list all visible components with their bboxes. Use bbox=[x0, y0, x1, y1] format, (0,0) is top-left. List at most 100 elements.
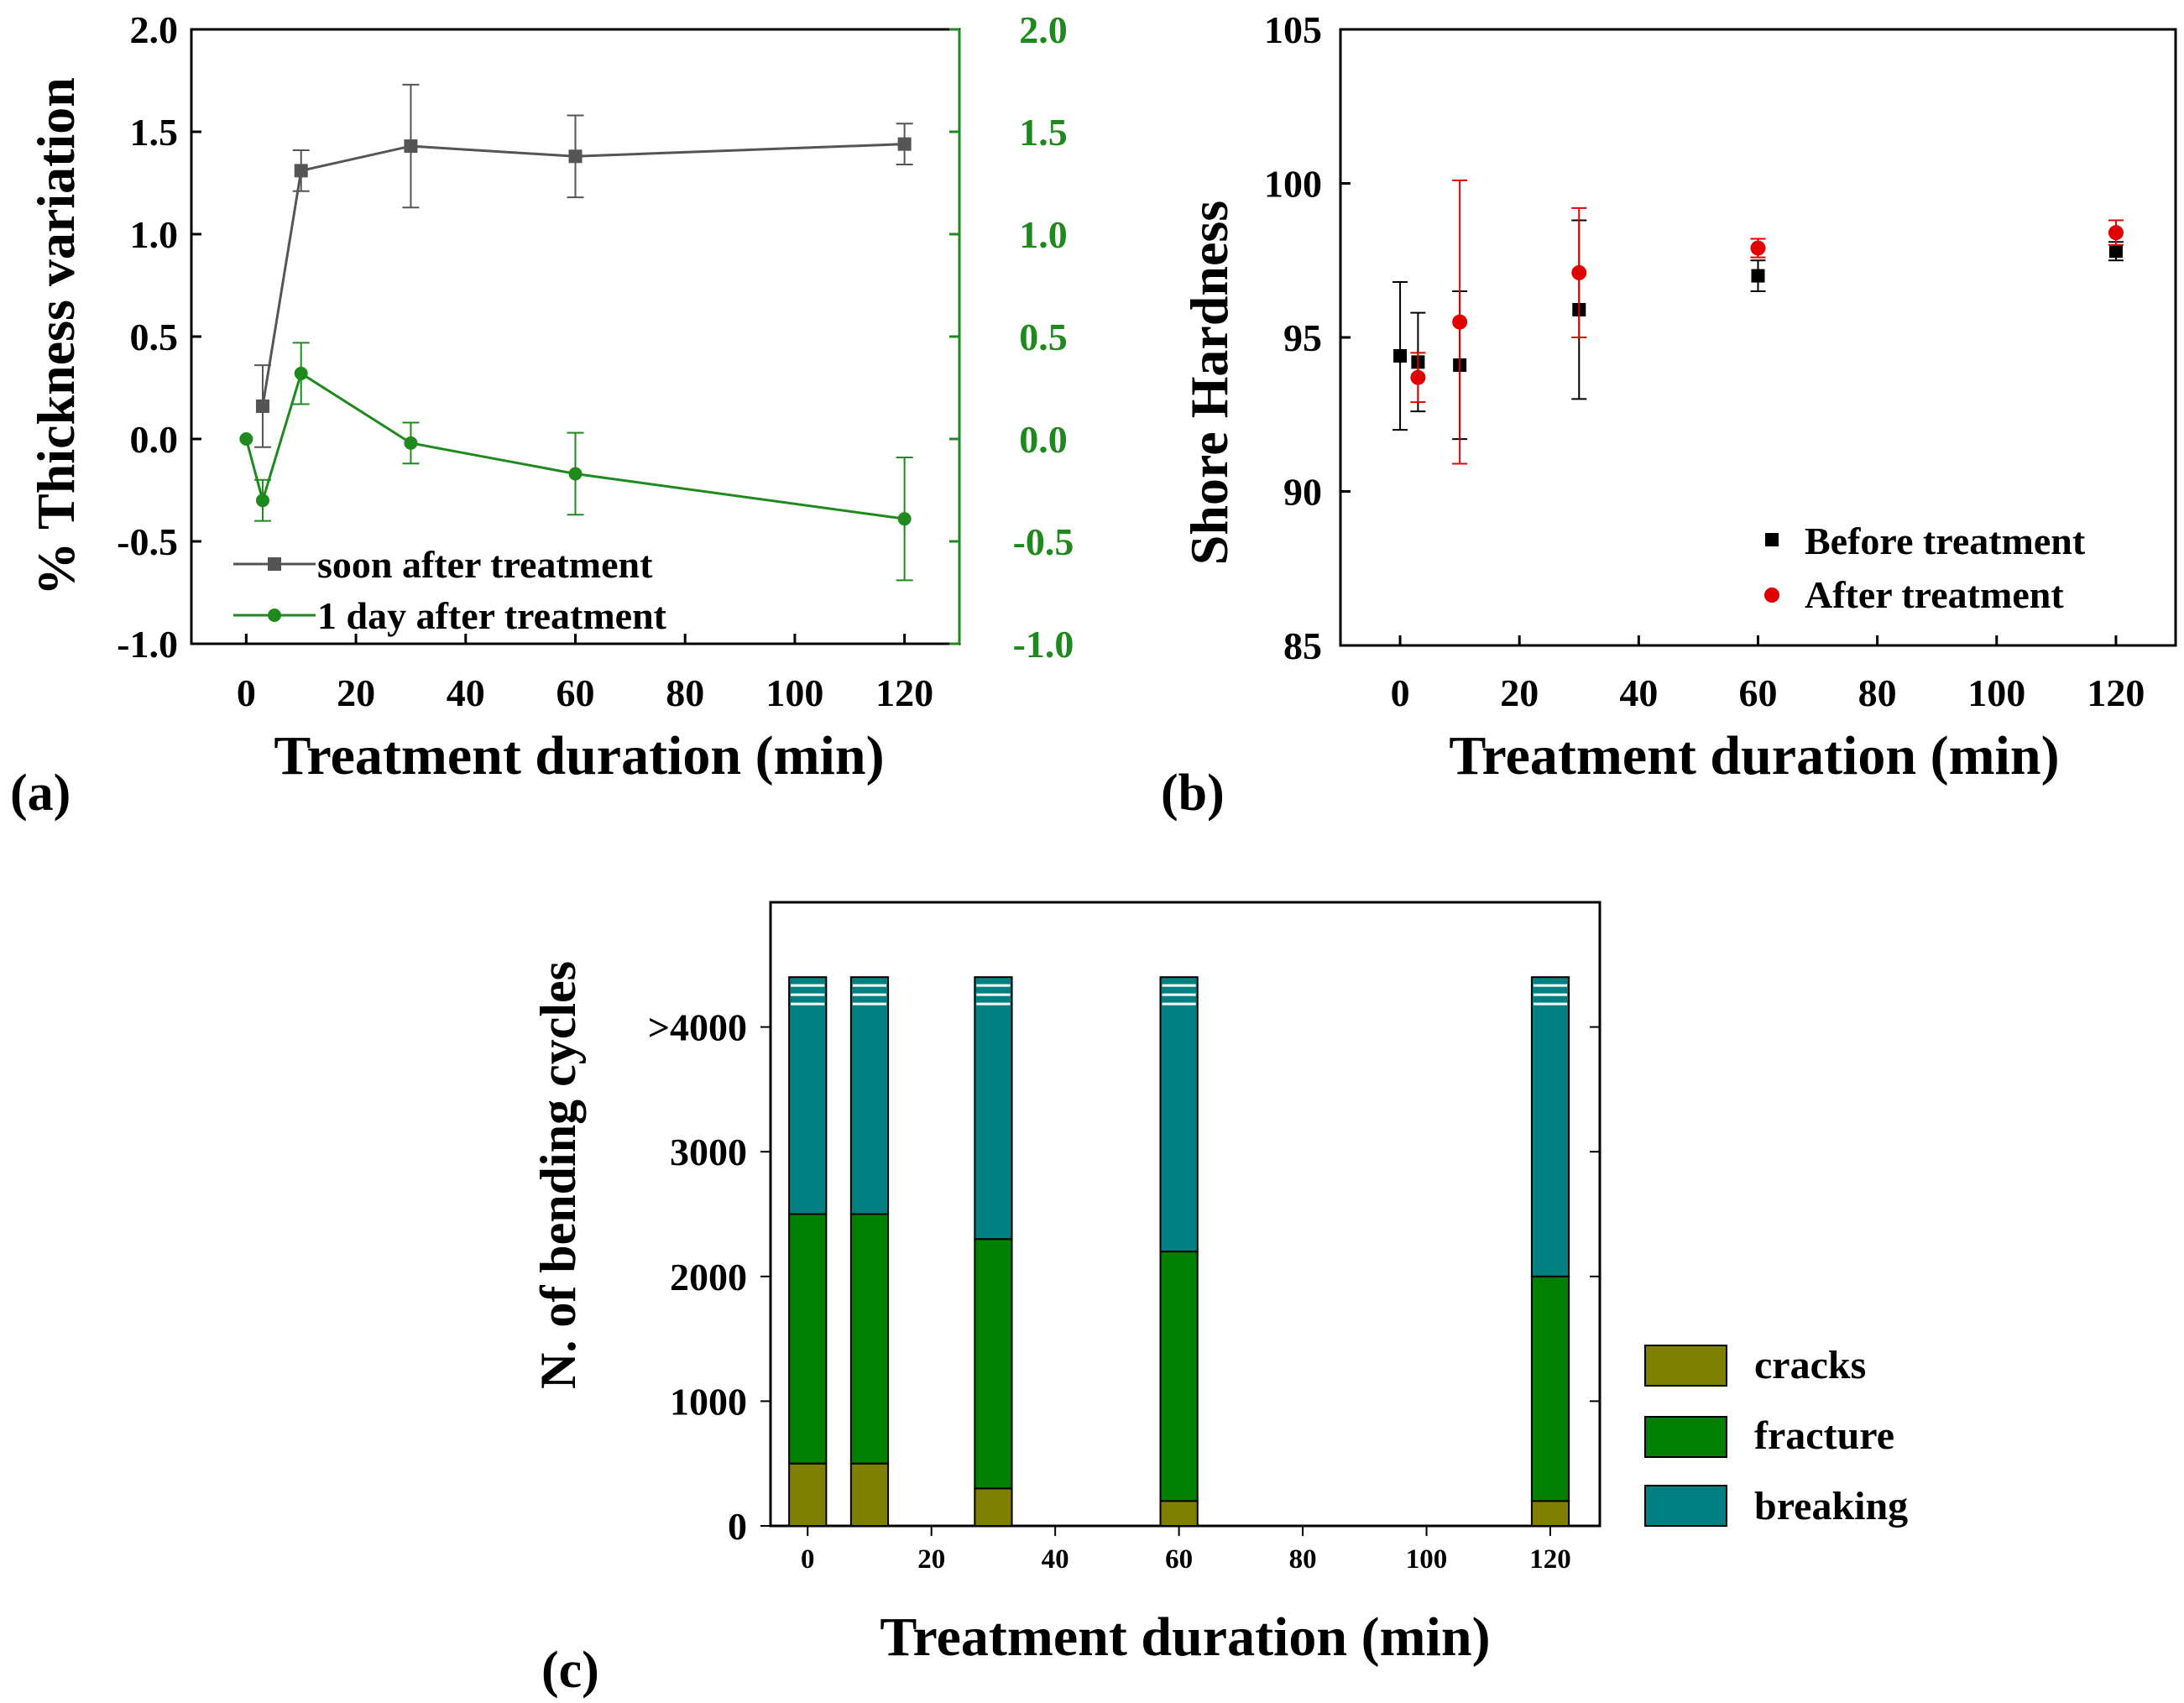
legend-breaking-label: breaking bbox=[1754, 1484, 1908, 1528]
panel-c-y-label: N. of bending cycles bbox=[530, 961, 586, 1389]
panel-c-y-ticks: 0 1000 2000 3000 >4000 bbox=[648, 1006, 1600, 1548]
data-point bbox=[1750, 240, 1766, 256]
legend-soon-label: soon after treatment bbox=[317, 543, 653, 586]
y-tick-label: 85 bbox=[1283, 624, 1322, 667]
y-tick-label: 1000 bbox=[670, 1380, 747, 1423]
y-tick-label: 105 bbox=[1264, 8, 1322, 51]
panel-c: 0 20 40 60 80 100 120 0 1000 2000 3000 >4000 Treat… bbox=[530, 901, 1908, 1699]
x-tick-label: 60 bbox=[556, 671, 595, 714]
y-right-tick-label: 1.0 bbox=[1019, 213, 1068, 256]
y-right-tick-label: 0.5 bbox=[1019, 316, 1068, 358]
legend-fracture-label: fracture bbox=[1754, 1413, 1894, 1458]
x-tick-label: 80 bbox=[1858, 671, 1897, 714]
bar-segment-fracture bbox=[849, 1213, 890, 1465]
data-point bbox=[2108, 225, 2124, 241]
data-point bbox=[239, 432, 253, 446]
data-point bbox=[404, 139, 418, 154]
bar-segment-breaking bbox=[974, 976, 1013, 1241]
panel-b-series bbox=[1392, 179, 2124, 465]
panel-a-tag: (a) bbox=[10, 765, 71, 822]
data-point bbox=[568, 467, 583, 481]
legend-1day-label: 1 day after treatment bbox=[317, 594, 667, 637]
x-tick-label: 60 bbox=[1739, 671, 1778, 714]
legend-cracks-label: cracks bbox=[1754, 1343, 1866, 1387]
data-point bbox=[294, 366, 308, 380]
bar-segment-breaking bbox=[1159, 976, 1199, 1253]
y-tick-label: 0.0 bbox=[130, 418, 179, 461]
data-point bbox=[568, 149, 583, 164]
panel-a-y-label: % Thickness variation bbox=[26, 77, 86, 596]
bar-segment-fracture bbox=[974, 1238, 1013, 1490]
series-line-1 bbox=[261, 143, 905, 407]
data-point bbox=[897, 512, 912, 526]
data-point bbox=[1393, 349, 1408, 363]
bar-segment-breaking bbox=[1530, 976, 1570, 1277]
x-tick-label: 40 bbox=[1042, 1544, 1069, 1575]
data-point bbox=[1751, 269, 1765, 283]
y-tick-label: 100 bbox=[1264, 163, 1322, 206]
data-point bbox=[897, 137, 912, 151]
x-tick-label: 120 bbox=[875, 671, 933, 714]
bar-segment-cracks bbox=[1159, 1500, 1199, 1528]
y-tick-label: 2.0 bbox=[130, 8, 179, 51]
bar-segment-fracture bbox=[788, 1213, 828, 1465]
legend-soon-marker bbox=[268, 557, 281, 571]
panel-b-legend: Before treatment After treatment bbox=[1764, 520, 2086, 616]
panel-a-series bbox=[239, 83, 913, 582]
y-right-tick-label: 2.0 bbox=[1019, 8, 1068, 51]
legend-before-marker bbox=[1765, 533, 1779, 546]
panel-c-bars bbox=[788, 976, 1570, 1528]
legend-fracture-swatch bbox=[1644, 1416, 1727, 1458]
panel-a-x-ticks: 0 20 40 60 80 100 120 bbox=[237, 634, 933, 714]
bar-segment-fracture bbox=[1530, 1275, 1570, 1502]
legend-after-label: After treatment bbox=[1805, 573, 2064, 616]
panel-b-y-ticks: 85 90 95 100 105 bbox=[1264, 8, 1351, 667]
panel-a-y-ticks: -1.0 -0.5 0.0 0.5 1.0 1.5 2.0 bbox=[117, 8, 201, 666]
panel-b-x-label: Treatment duration (min) bbox=[1449, 725, 2059, 786]
bar-segment-cracks bbox=[1530, 1500, 1570, 1528]
bar-segment-fracture bbox=[1159, 1251, 1199, 1502]
x-tick-label: 0 bbox=[237, 671, 256, 714]
legend-breaking-swatch bbox=[1644, 1485, 1727, 1527]
bar-segment-cracks bbox=[788, 1462, 828, 1527]
series-line-2 bbox=[244, 371, 905, 520]
bar-segment-cracks bbox=[974, 1487, 1013, 1528]
x-tick-label: 120 bbox=[1529, 1544, 1571, 1575]
x-tick-label: 20 bbox=[917, 1544, 945, 1575]
data-point bbox=[1571, 264, 1587, 280]
panel-c-x-ticks: 0 20 40 60 80 100 120 bbox=[801, 1526, 1571, 1575]
data-point bbox=[404, 436, 418, 450]
panel-b-y-label: Shore Hardness bbox=[1179, 201, 1239, 565]
y-tick-label: 95 bbox=[1283, 316, 1322, 359]
x-tick-label: 120 bbox=[2087, 671, 2145, 714]
panel-b-tag: (b) bbox=[1161, 765, 1225, 822]
y-tick-label: 3000 bbox=[670, 1131, 747, 1173]
x-tick-label: 80 bbox=[666, 671, 704, 714]
panel-a: 0 20 40 60 80 100 120 -1.0-0.50.00.51.01.52.0 … bbox=[10, 8, 1074, 822]
y-tick-label: 0.5 bbox=[130, 316, 179, 358]
x-tick-label: 0 bbox=[801, 1544, 815, 1575]
y-tick-label: 2000 bbox=[670, 1256, 747, 1298]
x-tick-label: 100 bbox=[1406, 1544, 1448, 1575]
y-tick-label: 0 bbox=[728, 1505, 747, 1548]
y-tick-label: -1.0 bbox=[117, 623, 178, 666]
y-right-tick-label: -0.5 bbox=[1013, 520, 1074, 563]
y-right-tick-label: -1.0 bbox=[1013, 623, 1074, 666]
x-tick-label: 20 bbox=[1500, 671, 1539, 714]
data-point bbox=[255, 494, 269, 508]
x-tick-label: 40 bbox=[447, 671, 485, 714]
panel-c-x-label: Treatment duration (min) bbox=[880, 1606, 1490, 1668]
bar-segment-cracks bbox=[849, 1462, 890, 1527]
data-point bbox=[255, 399, 269, 413]
panel-a-x-label: Treatment duration (min) bbox=[274, 725, 884, 786]
legend-after-marker bbox=[1764, 588, 1779, 603]
x-tick-label: 60 bbox=[1165, 1544, 1193, 1575]
y-right-tick-label: 1.5 bbox=[1019, 111, 1068, 154]
panel-a-legend: soon after treatment 1 day after treatme… bbox=[233, 543, 667, 637]
panel-c-legend: cracks fracture breaking bbox=[1644, 1343, 1908, 1528]
bar-segment-breaking bbox=[788, 976, 828, 1215]
bar-segment-breaking bbox=[849, 976, 890, 1215]
y-tick-label: >4000 bbox=[648, 1006, 747, 1049]
legend-1day-marker bbox=[268, 609, 281, 622]
